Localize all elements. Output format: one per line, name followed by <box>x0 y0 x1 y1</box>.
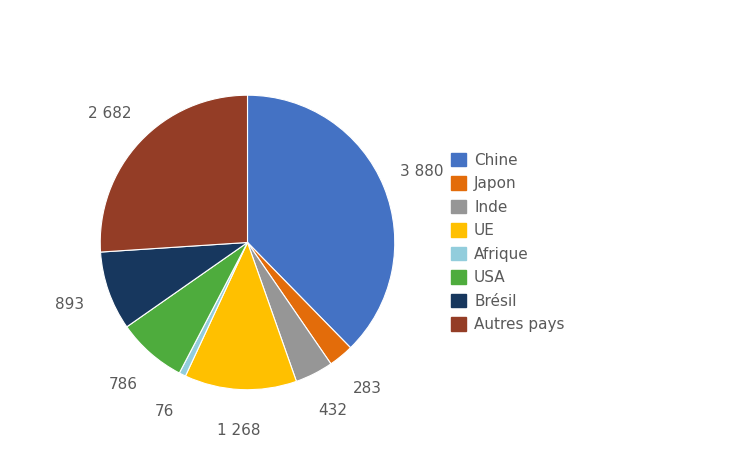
Text: 76: 76 <box>154 404 174 419</box>
Text: 2 682: 2 682 <box>88 106 132 121</box>
Wedge shape <box>248 95 394 348</box>
Wedge shape <box>100 95 248 252</box>
Legend: Chine, Japon, Inde, UE, Afrique, USA, Brésil, Autres pays: Chine, Japon, Inde, UE, Afrique, USA, Br… <box>446 148 569 337</box>
Text: 1 268: 1 268 <box>217 423 260 438</box>
Wedge shape <box>179 242 248 376</box>
Text: 432: 432 <box>319 403 347 418</box>
Text: 893: 893 <box>55 297 84 313</box>
Wedge shape <box>185 242 296 390</box>
Wedge shape <box>248 242 350 364</box>
Text: 283: 283 <box>352 381 382 396</box>
Text: 786: 786 <box>109 377 137 392</box>
Wedge shape <box>127 242 248 373</box>
Wedge shape <box>248 242 331 381</box>
Text: 3 880: 3 880 <box>400 164 444 179</box>
Wedge shape <box>100 242 248 327</box>
